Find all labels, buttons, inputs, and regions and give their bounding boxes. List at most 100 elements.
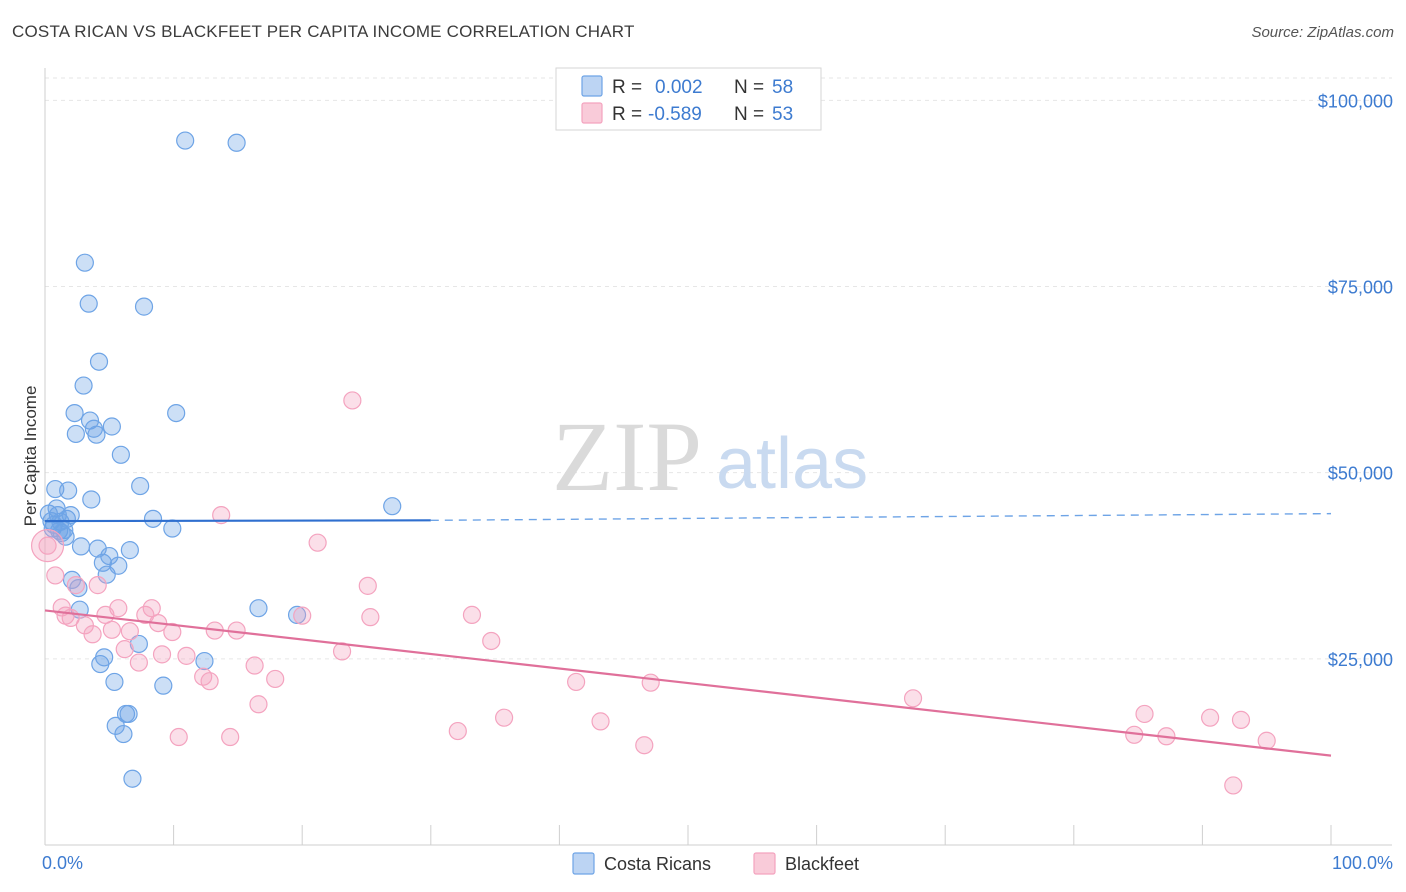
x-tick-label: 0.0%: [42, 853, 83, 873]
blackfeet-point: [1231, 710, 1251, 729]
blackfeet-point: [1201, 708, 1220, 727]
costa-ricans-point: [95, 648, 114, 667]
costa-ricans-point: [93, 553, 112, 572]
legend-label-costa-ricans: Costa Ricans: [604, 854, 711, 874]
blackfeet-point: [641, 673, 660, 692]
blackfeet-point: [38, 536, 57, 555]
blackfeet-point: [249, 695, 268, 714]
costa-ricans-point: [123, 769, 142, 788]
costa-ricans-point: [102, 417, 121, 436]
blackfeet-point: [1135, 704, 1154, 724]
y-tick-label: $100,000: [1318, 91, 1393, 111]
blackfeet-point: [482, 631, 501, 651]
blackfeet-point: [200, 672, 219, 691]
blackfeet-point: [903, 689, 923, 708]
blackfeet-point: [212, 506, 231, 525]
series-legend: Costa Ricans Blackfeet: [572, 852, 859, 875]
costa-ricans-point: [176, 131, 195, 150]
blackfeet-point: [495, 708, 514, 727]
costa-ricans-point: [87, 425, 106, 444]
blackfeet-point: [163, 622, 182, 642]
costa-ricans-point: [195, 651, 214, 671]
legend-r-value: 0.002: [655, 77, 703, 98]
blackfeet-point: [136, 605, 155, 625]
legend-label-blackfeet: Blackfeet: [785, 854, 859, 874]
blackfeet-point: [88, 576, 107, 595]
costa-ricans-point: [105, 672, 124, 692]
costa-ricans-point: [56, 527, 75, 546]
legend-n-value: 58: [772, 77, 793, 98]
blackfeet-point: [361, 608, 380, 627]
blackfeet-point: [293, 606, 312, 625]
costa-ricans-point: [129, 634, 148, 654]
blackfeet-point: [1224, 776, 1243, 795]
blackfeet-point: [66, 576, 85, 595]
y-tick-label: $75,000: [1328, 278, 1393, 298]
x-tick-labels: 0.0% 100.0%: [42, 853, 1393, 873]
costa-ricans-point: [131, 476, 150, 496]
costa-ricans-point: [227, 133, 246, 152]
blackfeet-point-large: [30, 529, 65, 563]
blackfeet-point: [102, 620, 121, 639]
legend-r-label: R =: [612, 104, 642, 125]
legend-swatch-costa-ricans: [581, 75, 603, 97]
blackfeet-point: [83, 625, 102, 644]
correlation-legend: R = 0.002 N = 58 R = -0.589 N = 53: [555, 67, 822, 131]
blackfeet-point: [221, 727, 240, 747]
costa-ricans-point: [61, 506, 80, 525]
blackfeet-trend-line: [44, 609, 1332, 757]
blackfeet-point: [120, 622, 139, 641]
blackfeet-point: [358, 576, 377, 595]
costa-ricans-point: [287, 605, 307, 625]
blackfeet-point: [462, 605, 482, 625]
costa-ricans-point: [79, 294, 98, 313]
watermark: ZIP atlas: [552, 401, 868, 512]
blackfeet-point: [245, 656, 264, 675]
costa-ricans-point: [120, 541, 139, 560]
legend-r-label: R =: [612, 77, 642, 98]
axes: [44, 68, 1392, 846]
costa-ricans-point: [109, 556, 128, 575]
watermark-zip: ZIP: [552, 401, 702, 512]
legend-n-label: N =: [734, 77, 764, 98]
costa-ricans-point: [71, 537, 91, 556]
costa-ricans-point: [143, 509, 163, 528]
legend-n-label: N =: [734, 104, 764, 125]
blackfeet-point: [567, 672, 586, 692]
blackfeet-point: [591, 712, 610, 731]
costa-ricans-point: [249, 599, 268, 618]
blackfeet-point: [266, 669, 285, 689]
costa-ricans-point: [66, 424, 85, 444]
grid-lines: [45, 77, 1392, 660]
costa-ricans-point: [167, 403, 186, 423]
blackfeet-point: [109, 599, 128, 618]
costa-ricans-point: [69, 578, 88, 598]
y-tick-label: $50,000: [1328, 464, 1393, 484]
blackfeet-point: [46, 566, 65, 585]
costa-ricans-points: [39, 131, 402, 788]
costa-ricans-point: [154, 676, 173, 695]
y-tick-labels: $25,000 $50,000 $75,000 $100,000: [1318, 91, 1393, 669]
blackfeet-point: [169, 727, 188, 747]
trend-lines: [44, 512, 1332, 757]
blackfeet-point: [129, 653, 148, 672]
costa-ricans-trend-line: [44, 519, 431, 523]
costa-ricans-point: [75, 253, 94, 272]
legend-swatch-blackfeet: [581, 102, 603, 124]
costa-ricans-point: [134, 297, 154, 316]
blackfeet-point: [343, 391, 362, 410]
blackfeet-point: [177, 646, 196, 665]
blackfeet-point: [308, 533, 327, 552]
chart-title: COSTA RICAN VS BLACKFEET PER CAPITA INCO…: [12, 22, 635, 41]
blackfeet-point: [635, 736, 654, 755]
blackfeet-point: [448, 721, 467, 741]
costa-ricans-point: [59, 481, 78, 500]
legend-swatch-costa-ricans: [572, 852, 595, 875]
y-axis-label: Per Capita Income: [21, 386, 40, 527]
costa-ricans-point: [89, 352, 109, 371]
legend-r-value: -0.589: [648, 104, 702, 125]
costa-ricans-point: [114, 724, 133, 744]
costa-ricans-trend-extension: [430, 512, 1332, 522]
costa-ricans-point: [111, 445, 130, 464]
